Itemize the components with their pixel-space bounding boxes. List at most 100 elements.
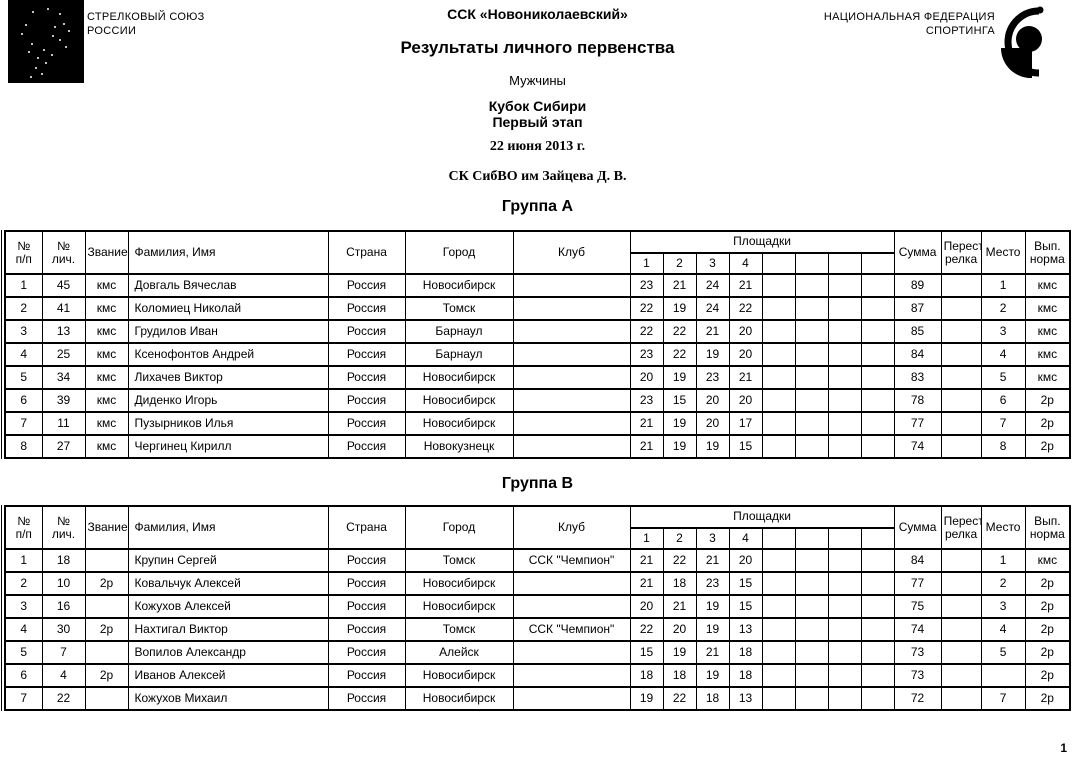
col-header-row-number: № п/п bbox=[4, 505, 43, 550]
cell-field-7-empty bbox=[827, 571, 862, 596]
cell-personal-number: 41 bbox=[41, 296, 86, 321]
cell-norm: 2р bbox=[1024, 388, 1071, 413]
cell-country: Россия bbox=[327, 434, 406, 459]
col-header-field-1: 1 bbox=[629, 527, 664, 550]
cell-shootoff bbox=[940, 548, 982, 573]
cell-field-7-empty bbox=[827, 594, 862, 619]
cell-field-3: 23 bbox=[695, 571, 730, 596]
cell-place: 2 bbox=[980, 571, 1026, 596]
cell-norm: 2р bbox=[1024, 571, 1071, 596]
cell-sum: 74 bbox=[893, 434, 942, 459]
org-left-line2: РОССИИ bbox=[87, 25, 137, 37]
cell-field-6-empty bbox=[794, 319, 829, 344]
cell-rank: 2р bbox=[84, 617, 129, 642]
cell-city: Новосибирск bbox=[404, 663, 514, 688]
cell-field-8-empty bbox=[860, 571, 895, 596]
cell-shootoff bbox=[940, 686, 982, 711]
cell-country: Россия bbox=[327, 296, 406, 321]
cell-city: Алейск bbox=[404, 640, 514, 665]
cell-norm: кмс bbox=[1024, 548, 1071, 573]
cell-shootoff bbox=[940, 342, 982, 367]
cell-country: Россия bbox=[327, 388, 406, 413]
cell-place: 2 bbox=[980, 296, 1026, 321]
cell-field-4: 21 bbox=[728, 365, 763, 390]
cell-sum: 73 bbox=[893, 640, 942, 665]
group-b-table-wrap: № п/п № лич. Звание Фамилия, Имя Страна Го… bbox=[1, 505, 1072, 711]
cell-place: 4 bbox=[980, 617, 1026, 642]
cell-field-3: 24 bbox=[695, 296, 730, 321]
cell-personal-number: 16 bbox=[41, 594, 86, 619]
cell-field-1: 20 bbox=[629, 594, 664, 619]
cell-row-number: 4 bbox=[4, 617, 43, 642]
cell-name: Чергинец Кирилл bbox=[127, 434, 329, 459]
cell-field-2: 19 bbox=[662, 365, 697, 390]
col-header-shootoff: Перест релка bbox=[940, 505, 982, 550]
page-title: Результаты личного первенства bbox=[400, 38, 675, 57]
cell-field-8-empty bbox=[860, 686, 895, 711]
cell-club bbox=[512, 663, 631, 688]
cell-field-8-empty bbox=[860, 663, 895, 688]
cell-sum: 84 bbox=[893, 342, 942, 367]
cell-place: 7 bbox=[980, 411, 1026, 436]
cell-field-7-empty bbox=[827, 686, 862, 711]
cell-club: ССК "Чемпион" bbox=[512, 548, 631, 573]
cell-shootoff bbox=[940, 319, 982, 344]
cell-field-7-empty bbox=[827, 617, 862, 642]
col-header-country: Страна bbox=[327, 230, 406, 275]
cell-sum: 77 bbox=[893, 571, 942, 596]
cell-rank bbox=[84, 686, 129, 711]
cell-norm: 2р bbox=[1024, 640, 1071, 665]
cell-field-3: 19 bbox=[695, 342, 730, 367]
cell-field-2: 15 bbox=[662, 388, 697, 413]
cell-name: Лихачев Виктор bbox=[127, 365, 329, 390]
cell-country: Россия bbox=[327, 548, 406, 573]
cell-row-number: 2 bbox=[4, 571, 43, 596]
cell-field-4: 20 bbox=[728, 342, 763, 367]
cell-sum: 83 bbox=[893, 365, 942, 390]
table-row: 8 27 кмс Чергинец Кирилл Россия Новокузн… bbox=[4, 434, 1071, 459]
table-row: 4 30 2р Нахтигал Виктор Россия Томск ССК… bbox=[4, 617, 1071, 642]
col-header-field-4: 4 bbox=[728, 527, 763, 550]
cell-field-5-empty bbox=[761, 617, 796, 642]
cell-field-3: 21 bbox=[695, 319, 730, 344]
cell-field-7-empty bbox=[827, 663, 862, 688]
sporting-federation-logo-icon bbox=[995, 2, 1050, 87]
page-number: 1 bbox=[1060, 741, 1067, 755]
cell-personal-number: 18 bbox=[41, 548, 86, 573]
cell-shootoff bbox=[940, 411, 982, 436]
cell-field-2: 22 bbox=[662, 342, 697, 367]
cell-name: Кожухов Алексей bbox=[127, 594, 329, 619]
group-b-title: Группа В bbox=[501, 475, 574, 492]
col-header-field-5 bbox=[761, 527, 796, 550]
cell-field-7-empty bbox=[827, 319, 862, 344]
cell-personal-number: 22 bbox=[41, 686, 86, 711]
cell-sum: 89 bbox=[893, 273, 942, 298]
cell-personal-number: 13 bbox=[41, 319, 86, 344]
cell-field-5-empty bbox=[761, 640, 796, 665]
cell-personal-number: 27 bbox=[41, 434, 86, 459]
cell-norm: 2р bbox=[1024, 686, 1071, 711]
cell-norm: 2р bbox=[1024, 663, 1071, 688]
cell-sum: 84 bbox=[893, 548, 942, 573]
cell-field-1: 22 bbox=[629, 296, 664, 321]
cell-field-6-empty bbox=[794, 273, 829, 298]
cell-row-number: 1 bbox=[4, 273, 43, 298]
cell-field-8-empty bbox=[860, 342, 895, 367]
cell-field-1: 20 bbox=[629, 365, 664, 390]
cell-place bbox=[980, 663, 1026, 688]
cell-field-4: 15 bbox=[728, 594, 763, 619]
cell-field-6-empty bbox=[794, 388, 829, 413]
cell-field-6-empty bbox=[794, 411, 829, 436]
cell-row-number: 6 bbox=[4, 663, 43, 688]
col-header-club: Клуб bbox=[512, 505, 631, 550]
cell-row-number: 2 bbox=[4, 296, 43, 321]
cell-field-6-empty bbox=[794, 617, 829, 642]
col-header-field-6 bbox=[794, 252, 829, 275]
cell-name: Пузырников Илья bbox=[127, 411, 329, 436]
cell-field-5-empty bbox=[761, 296, 796, 321]
cell-field-7-empty bbox=[827, 388, 862, 413]
group-a-title: Группа А bbox=[501, 198, 574, 215]
cell-norm: кмс bbox=[1024, 296, 1071, 321]
cell-field-7-empty bbox=[827, 548, 862, 573]
cell-name: Вопилов Александр bbox=[127, 640, 329, 665]
